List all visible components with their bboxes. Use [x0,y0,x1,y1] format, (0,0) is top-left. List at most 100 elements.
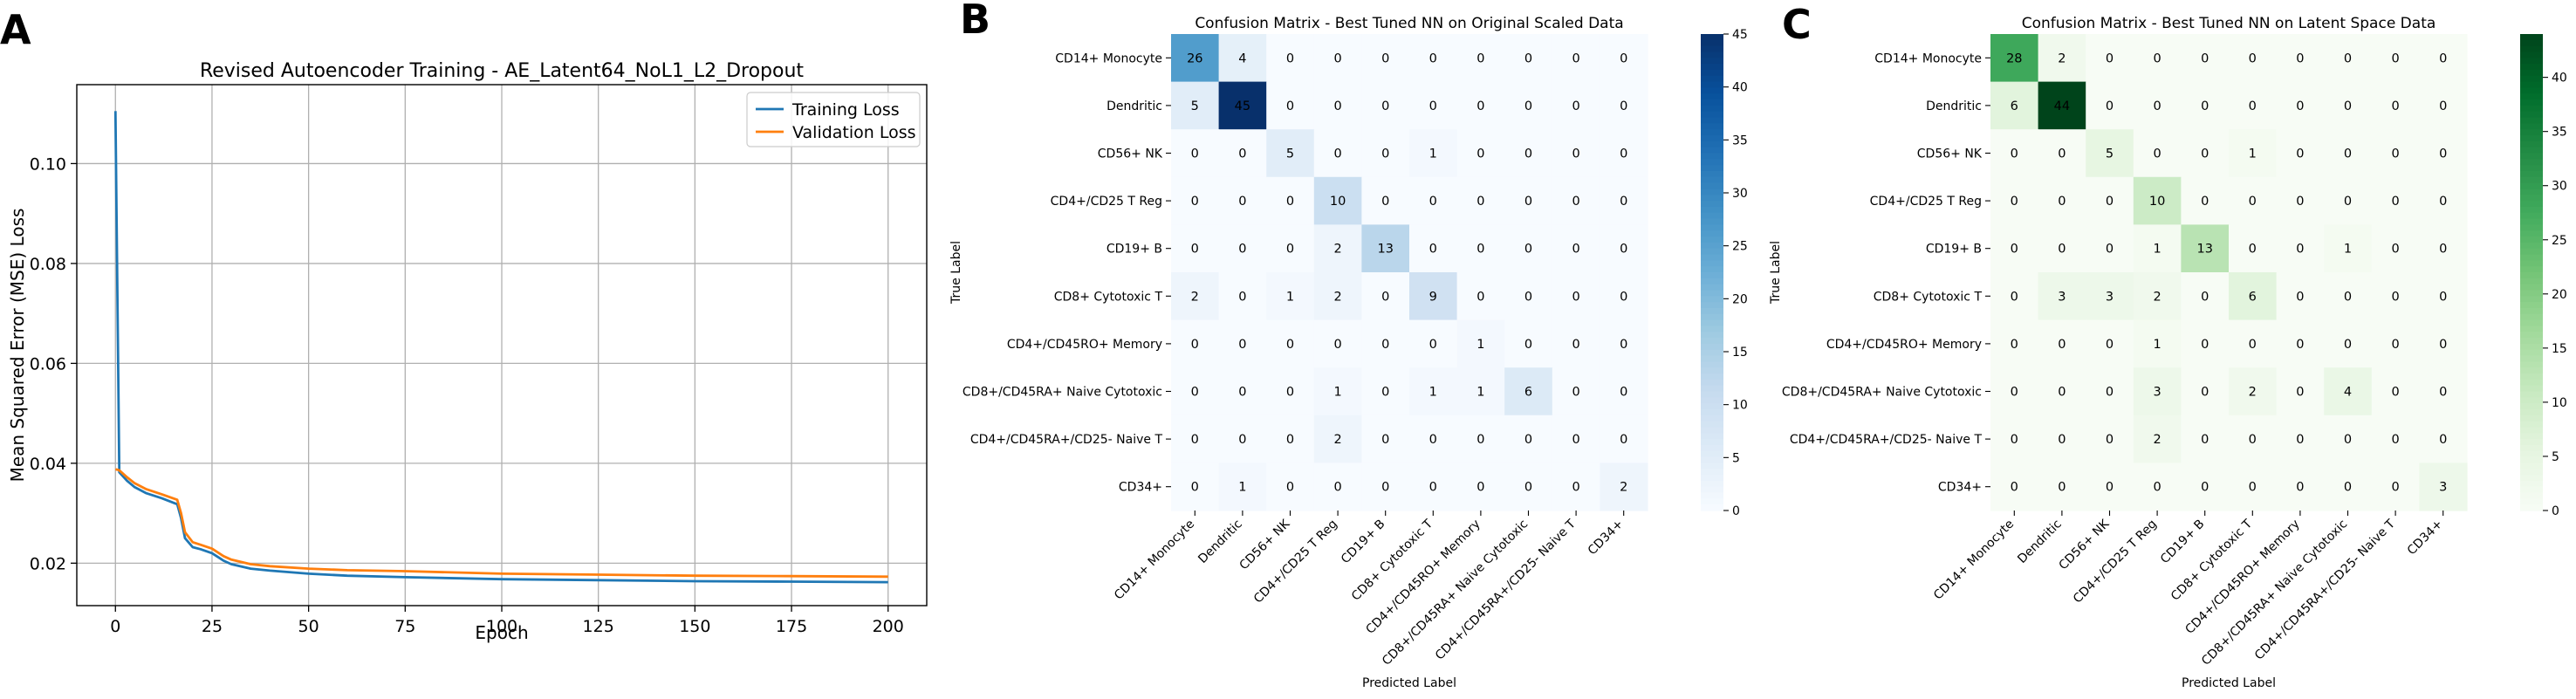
heatmap-cell [2324,319,2373,368]
colorbar-segment [1701,504,1723,511]
colorbar-segment [1701,242,1723,250]
colorbar-segment [1701,218,1723,226]
x-tick-label: 0 [110,617,120,636]
colorbar-segment [1701,34,1723,41]
colorbar-segment [1701,332,1723,339]
heatmap-cell [1171,129,1220,178]
col-label: CD19+ B [2158,517,2208,567]
colorbar-segment [1701,296,1723,303]
cell-value: 0 [2011,290,2018,304]
x-axis-label: Epoch [475,622,528,643]
colorbar-segment [1701,188,1723,195]
cell-value: 4 [2344,386,2352,400]
row-label: Dendritic [1106,99,1162,113]
x-tick-label: 100 [486,617,517,636]
colorbar-segment [1701,326,1723,332]
series-line [114,468,888,579]
heatmap-cell [2181,415,2230,463]
colorbar-segment [2520,266,2543,273]
colorbar-segment [2520,469,2543,476]
heatmap-cell [2419,224,2468,273]
cell-value: 3 [2153,386,2161,400]
x-tick-label: 150 [679,617,710,636]
cell-value: 5 [2106,147,2114,161]
heatmap-cell [1313,319,1362,368]
colorbar-segment [2520,486,2543,494]
heatmap-cell [1456,81,1505,130]
heatmap-cell [2276,319,2325,368]
colorbar-segment [2520,456,2543,464]
heatmap-cell [1504,367,1553,416]
x-axis-label: Predicted Label [2182,676,2276,690]
cell-value: 0 [2344,290,2352,304]
heatmap-cell [1456,176,1505,225]
cell-value: 1 [2344,243,2352,257]
y-axis-label: True Label [1769,241,1783,305]
colorbar-segment [2520,463,2543,469]
col-label: CD34+ [2405,517,2446,559]
heatmap-cell [2038,415,2086,463]
heatmap-cell [1266,81,1315,130]
row-label: CD4+/CD45RA+/CD25- Naive T [1790,433,1983,447]
cell-value: 0 [2391,147,2399,161]
heatmap-cell [2276,224,2325,273]
heatmap-cell [2371,463,2420,511]
cell-value: 0 [2439,243,2447,257]
heatmap-cell [1409,367,1458,416]
heatmap-cell [1456,34,1505,83]
heatmap-cell [2038,34,2086,83]
cell-value: 0 [1524,481,1532,495]
cell-value: 0 [2296,290,2304,304]
heatmap-cell [1409,463,1458,511]
cell-value: 0 [1572,433,1579,447]
cell-value: 1 [1429,147,1437,161]
cell-value: 0 [1524,195,1532,209]
cell-value: 0 [2011,481,2018,495]
heatmap-cell [2181,129,2230,178]
colorbar-segment [1701,69,1723,77]
cell-value: 0 [1476,481,1484,495]
cell-value: 0 [1429,433,1437,447]
heatmap-cell [1600,129,1648,178]
heatmap-title: Confusion Matrix - Best Tuned NN on Orig… [1195,15,1623,32]
confusion-matrix-original: Confusion Matrix - Best Tuned NN on Orig… [949,15,1748,690]
heatmap-cell [1409,272,1458,321]
colorbar-segment [1701,51,1723,58]
cell-value: 0 [1572,243,1579,257]
colorbar-segment [1701,224,1723,231]
cell-value: 0 [1620,290,1627,304]
cell-value: 0 [1333,338,1341,352]
training-loss-chart: 0 25 50 75 100 125 150 175 200 0.02 0.04 0.06 0.08 0.… [7,60,928,643]
col-label: CD14+ Monocyte [1931,517,2017,603]
colorbar-segment [2520,260,2543,267]
cell-value: 3 [2058,290,2066,304]
heatmap-cell [1361,81,1410,130]
cell-value: 0 [1191,338,1199,352]
cell-value: 0 [2439,195,2447,209]
cell-value: 0 [1476,147,1484,161]
heatmap-cell [2276,81,2325,130]
cell-value: 0 [1381,386,1389,400]
col-label: CD19+ B [1339,517,1388,567]
heatmap-cell [2181,224,2230,273]
colorbar-segment [1701,463,1723,469]
colorbar-segment [2520,64,2543,71]
colorbar-segment [1701,99,1723,106]
colorbar-segment [1701,129,1723,136]
heatmap-cell [1552,272,1600,321]
cell-value: 0 [2249,481,2257,495]
cell-value: 6 [1524,386,1532,400]
heatmap-cell [2324,367,2373,416]
colorbar-segment [2520,140,2543,148]
plot-frame [76,84,928,606]
heatmap-cell [2324,272,2373,321]
cell-value: 1 [1476,338,1484,352]
row-label: CD56+ NK [1917,147,1983,161]
heatmap-cell [2419,176,2468,225]
cell-value: 0 [1476,290,1484,304]
row-label: Dendritic [1926,99,1982,113]
cell-value: 0 [2439,99,2447,113]
cell-value: 0 [1524,433,1532,447]
colorbar-tick-label: 45 [1732,28,1748,42]
heatmap-cell [1504,224,1553,273]
